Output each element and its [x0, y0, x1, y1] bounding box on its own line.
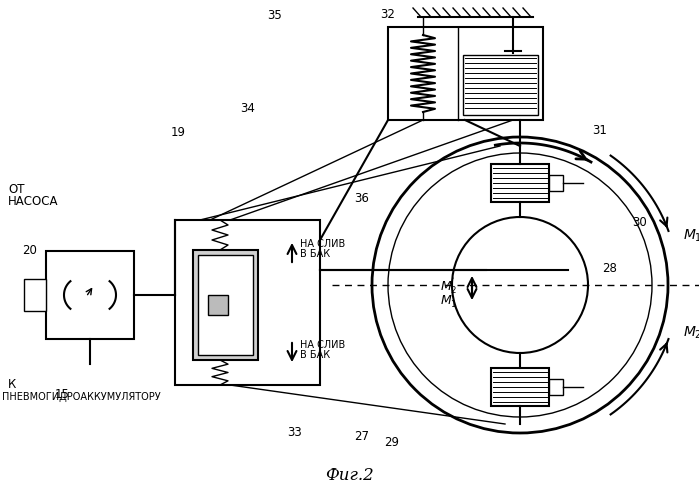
Text: 15: 15 — [55, 388, 69, 402]
Bar — [24, 279, 46, 311]
Bar — [208, 295, 228, 315]
Text: $M_1$: $M_1$ — [683, 228, 699, 245]
Text: 32: 32 — [380, 7, 396, 21]
Bar — [549, 379, 563, 395]
Text: 28: 28 — [603, 262, 617, 274]
Text: В БАК: В БАК — [300, 249, 330, 259]
Text: ПНЕВМОГИДРОАККУМУЛЯТОРУ: ПНЕВМОГИДРОАККУМУЛЯТОРУ — [2, 392, 161, 402]
Text: 36: 36 — [354, 191, 370, 204]
Text: 19: 19 — [171, 126, 185, 138]
Text: $M_1^{'}$: $M_1^{'}$ — [440, 291, 458, 310]
Bar — [46, 251, 134, 339]
Text: $M_2^{'}$: $M_2^{'}$ — [440, 276, 457, 296]
Text: 20: 20 — [22, 244, 38, 256]
Text: 31: 31 — [593, 124, 607, 136]
Text: 30: 30 — [633, 216, 647, 228]
Bar — [388, 27, 543, 120]
Bar — [549, 175, 563, 191]
Bar — [175, 220, 320, 385]
Text: 34: 34 — [240, 102, 255, 114]
Text: 33: 33 — [287, 426, 303, 438]
Text: ОТ: ОТ — [8, 183, 24, 196]
Text: К: К — [8, 378, 16, 391]
Bar — [491, 164, 549, 202]
Text: 27: 27 — [354, 431, 370, 443]
Text: НА СЛИВ: НА СЛИВ — [300, 239, 345, 249]
Text: 29: 29 — [384, 436, 400, 448]
Text: В БАК: В БАК — [300, 350, 330, 360]
Bar — [193, 250, 258, 360]
Bar — [463, 55, 538, 115]
Text: НАСОСА: НАСОСА — [8, 195, 59, 208]
Text: 35: 35 — [268, 8, 282, 22]
Bar — [491, 368, 549, 406]
Text: $M_2$: $M_2$ — [683, 325, 699, 341]
Text: Фиг.2: Фиг.2 — [324, 467, 373, 485]
Text: НА СЛИВ: НА СЛИВ — [300, 340, 345, 350]
Bar — [198, 255, 253, 355]
